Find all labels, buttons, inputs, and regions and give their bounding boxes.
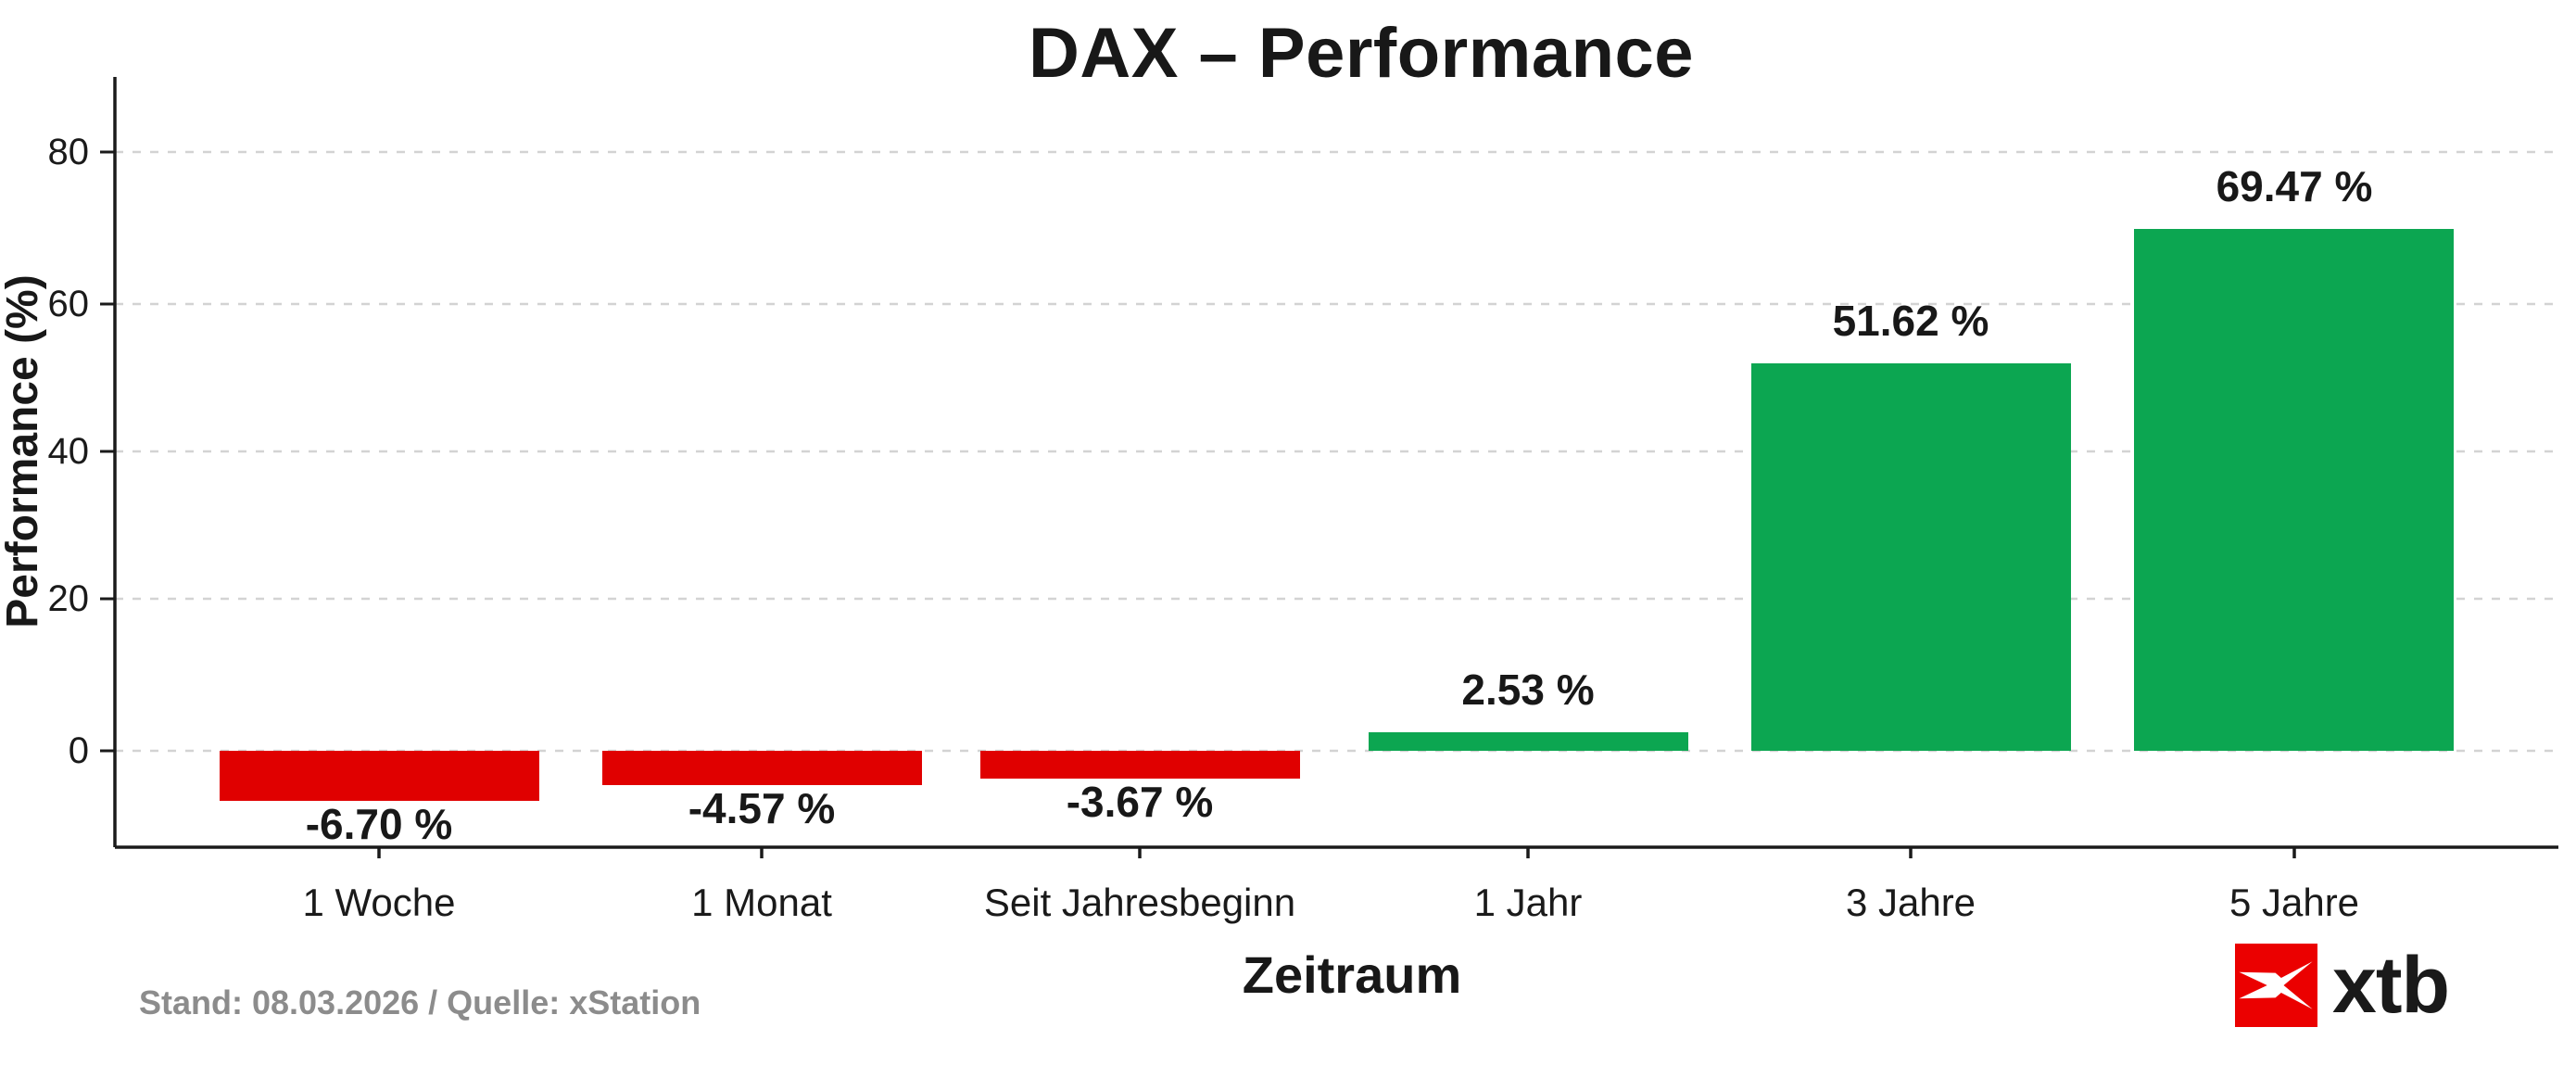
svg-text:2.53 %: 2.53 % [1461, 666, 1594, 714]
svg-text:0: 0 [69, 730, 89, 771]
svg-text:-3.67 %: -3.67 % [1067, 778, 1214, 826]
svg-text:5 Jahre: 5 Jahre [2229, 881, 2359, 924]
svg-text:Seit Jahresbeginn: Seit Jahresbeginn [984, 881, 1295, 924]
svg-text:1 Monat: 1 Monat [691, 881, 832, 924]
svg-text:40: 40 [48, 431, 90, 472]
svg-text:69.47 %: 69.47 % [2216, 162, 2373, 210]
svg-text:Performance (%): Performance (%) [0, 274, 47, 628]
svg-text:1 Woche: 1 Woche [303, 881, 456, 924]
svg-text:60: 60 [48, 284, 90, 324]
svg-text:1 Jahr: 1 Jahr [1474, 881, 1583, 924]
svg-text:80: 80 [48, 132, 90, 172]
svg-text:20: 20 [48, 578, 90, 619]
svg-text:-6.70 %: -6.70 % [306, 800, 453, 848]
svg-text:51.62 %: 51.62 % [1833, 297, 1989, 345]
svg-text:-4.57 %: -4.57 % [688, 784, 836, 832]
svg-text:Zeitraum: Zeitraum [1243, 945, 1462, 1004]
svg-text:3 Jahre: 3 Jahre [1846, 881, 1976, 924]
